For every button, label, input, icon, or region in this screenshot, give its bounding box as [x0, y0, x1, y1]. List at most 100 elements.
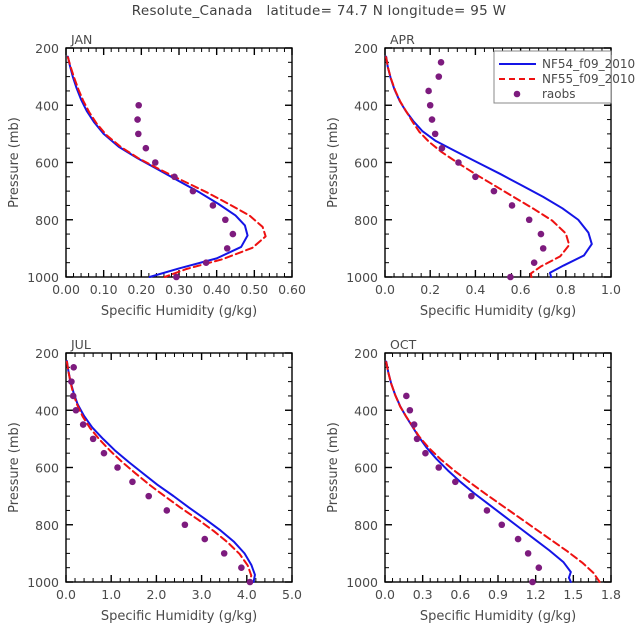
series-markers-raobs: [425, 59, 547, 281]
x-axis-title: Specific Humidity (g/kg): [101, 609, 257, 624]
x-tick-label: 1.0: [101, 587, 121, 602]
data-point: [181, 521, 189, 529]
x-tick-label: 5.0: [282, 587, 302, 602]
x-tick-label: 0.10: [90, 282, 118, 297]
y-tick-label: 400: [35, 98, 59, 113]
data-point: [435, 73, 443, 80]
y-tick-label: 400: [354, 403, 378, 418]
data-point: [229, 230, 237, 238]
data-point: [209, 202, 217, 209]
data-point: [69, 392, 77, 400]
series-line-NF55_f09_2010: [385, 361, 601, 583]
data-point: [163, 507, 171, 514]
data-point: [68, 378, 75, 385]
y-tick-label: 800: [354, 518, 378, 533]
data-point: [220, 550, 228, 557]
data-point: [452, 478, 459, 486]
season-label: JUL: [70, 337, 91, 352]
plot-jan: 0.00 0.10 0.20 0.30 0.40 0.50 0.60 200 400 600 800…: [7, 32, 306, 319]
x-tick-label: 0.30: [165, 282, 193, 297]
data-point: [410, 421, 418, 428]
x-tick-label: 0.0: [375, 587, 395, 602]
x-tick-label: 2.0: [146, 587, 166, 602]
data-point: [535, 564, 543, 571]
series-markers-raobs: [68, 364, 254, 586]
legend-label: NF55_f09_2010: [542, 72, 635, 86]
data-point: [135, 130, 142, 138]
series-markers-raobs: [403, 392, 543, 586]
x-tick-label: 4.0: [237, 587, 257, 602]
series-line-NF55_f09_2010: [385, 56, 571, 278]
data-point: [246, 578, 254, 586]
x-tick-label: 0.50: [240, 282, 268, 297]
x-tick-label: 0.00: [52, 282, 80, 297]
data-point: [468, 492, 475, 500]
y-tick-label: 600: [354, 156, 378, 171]
data-point: [426, 101, 434, 109]
data-point: [425, 87, 432, 95]
data-point: [438, 144, 446, 152]
data-point: [100, 449, 108, 457]
data-point: [483, 507, 491, 514]
data-point: [507, 273, 514, 281]
data-point: [72, 406, 80, 414]
data-point: [145, 492, 153, 500]
data-point: [435, 464, 443, 471]
data-point: [529, 578, 536, 586]
season-label: OCT: [390, 337, 417, 352]
data-point: [171, 173, 178, 181]
data-point: [514, 535, 522, 543]
plot-oct: 0.0 0.3 0.6 0.9 1.2 1.5 1.8 200 400 600 800 1000 OCT…: [326, 337, 621, 624]
y-tick-label: 1000: [27, 575, 59, 590]
plot-apr: 0.0 0.2 0.4 0.6 0.8 1.0 200 400 600 800 1000 APR Spe…: [326, 32, 635, 319]
season-label: APR: [390, 32, 415, 47]
y-tick-label: 600: [354, 461, 378, 476]
y-tick-label: 200: [35, 346, 59, 361]
y-tick-label: 400: [354, 98, 378, 113]
data-point: [539, 245, 547, 252]
data-point: [428, 116, 436, 123]
data-point: [201, 535, 209, 543]
data-point: [455, 159, 462, 166]
x-tick-label: 1.5: [563, 587, 583, 602]
x-tick-label: 0.4: [465, 282, 485, 297]
series-line-NF54_f09_2010: [66, 55, 249, 278]
x-tick-label: 0.9: [488, 587, 508, 602]
x-tick-label: 3.0: [192, 587, 212, 602]
x-axis-title: Specific Humidity (g/kg): [101, 304, 257, 319]
data-point: [70, 364, 77, 371]
y-tick-label: 800: [35, 213, 59, 228]
y-axis-title: Pressure (mb): [326, 422, 341, 513]
panel-apr: 0.0 0.2 0.4 0.6 0.8 1.0 200 400 600 800 1000 APR Spe…: [319, 28, 638, 333]
series-line-NF54_f09_2010: [385, 360, 572, 583]
y-axis-title: Pressure (mb): [326, 117, 341, 208]
x-tick-label: 0.8: [556, 282, 576, 297]
data-point: [173, 273, 180, 281]
series-line-NF54_f09_2010: [65, 360, 256, 583]
data-point: [472, 173, 479, 181]
y-tick-label: 200: [354, 41, 378, 56]
plot-jul: 0.0 1.0 2.0 3.0 4.0 5.0 200 400 600 800 1000 JUL Spe…: [7, 337, 302, 624]
x-tick-label: 0.20: [127, 282, 155, 297]
series-markers-raobs: [134, 101, 237, 281]
x-tick-label: 0.60: [278, 282, 306, 297]
y-tick-label: 1000: [346, 270, 378, 285]
data-point: [422, 449, 429, 457]
data-point: [189, 187, 197, 195]
figure-title: Resolute_Canada latitude= 74.7 N longitu…: [131, 3, 507, 19]
data-point: [151, 159, 159, 166]
data-point: [406, 406, 414, 414]
data-point: [238, 564, 245, 571]
x-tick-label: 1.2: [526, 587, 546, 602]
panel-jul: 0.0 1.0 2.0 3.0 4.0 5.0 200 400 600 800 1000 JUL Spe…: [0, 333, 319, 639]
x-tick-label: 1.8: [601, 587, 621, 602]
data-point: [403, 392, 410, 400]
data-point: [431, 130, 439, 138]
data-point: [79, 421, 87, 428]
x-tick-label: 0.6: [511, 282, 531, 297]
x-tick-label: 0.3: [413, 587, 433, 602]
legend-swatch-dot: [513, 90, 521, 98]
y-tick-label: 1000: [27, 270, 59, 285]
